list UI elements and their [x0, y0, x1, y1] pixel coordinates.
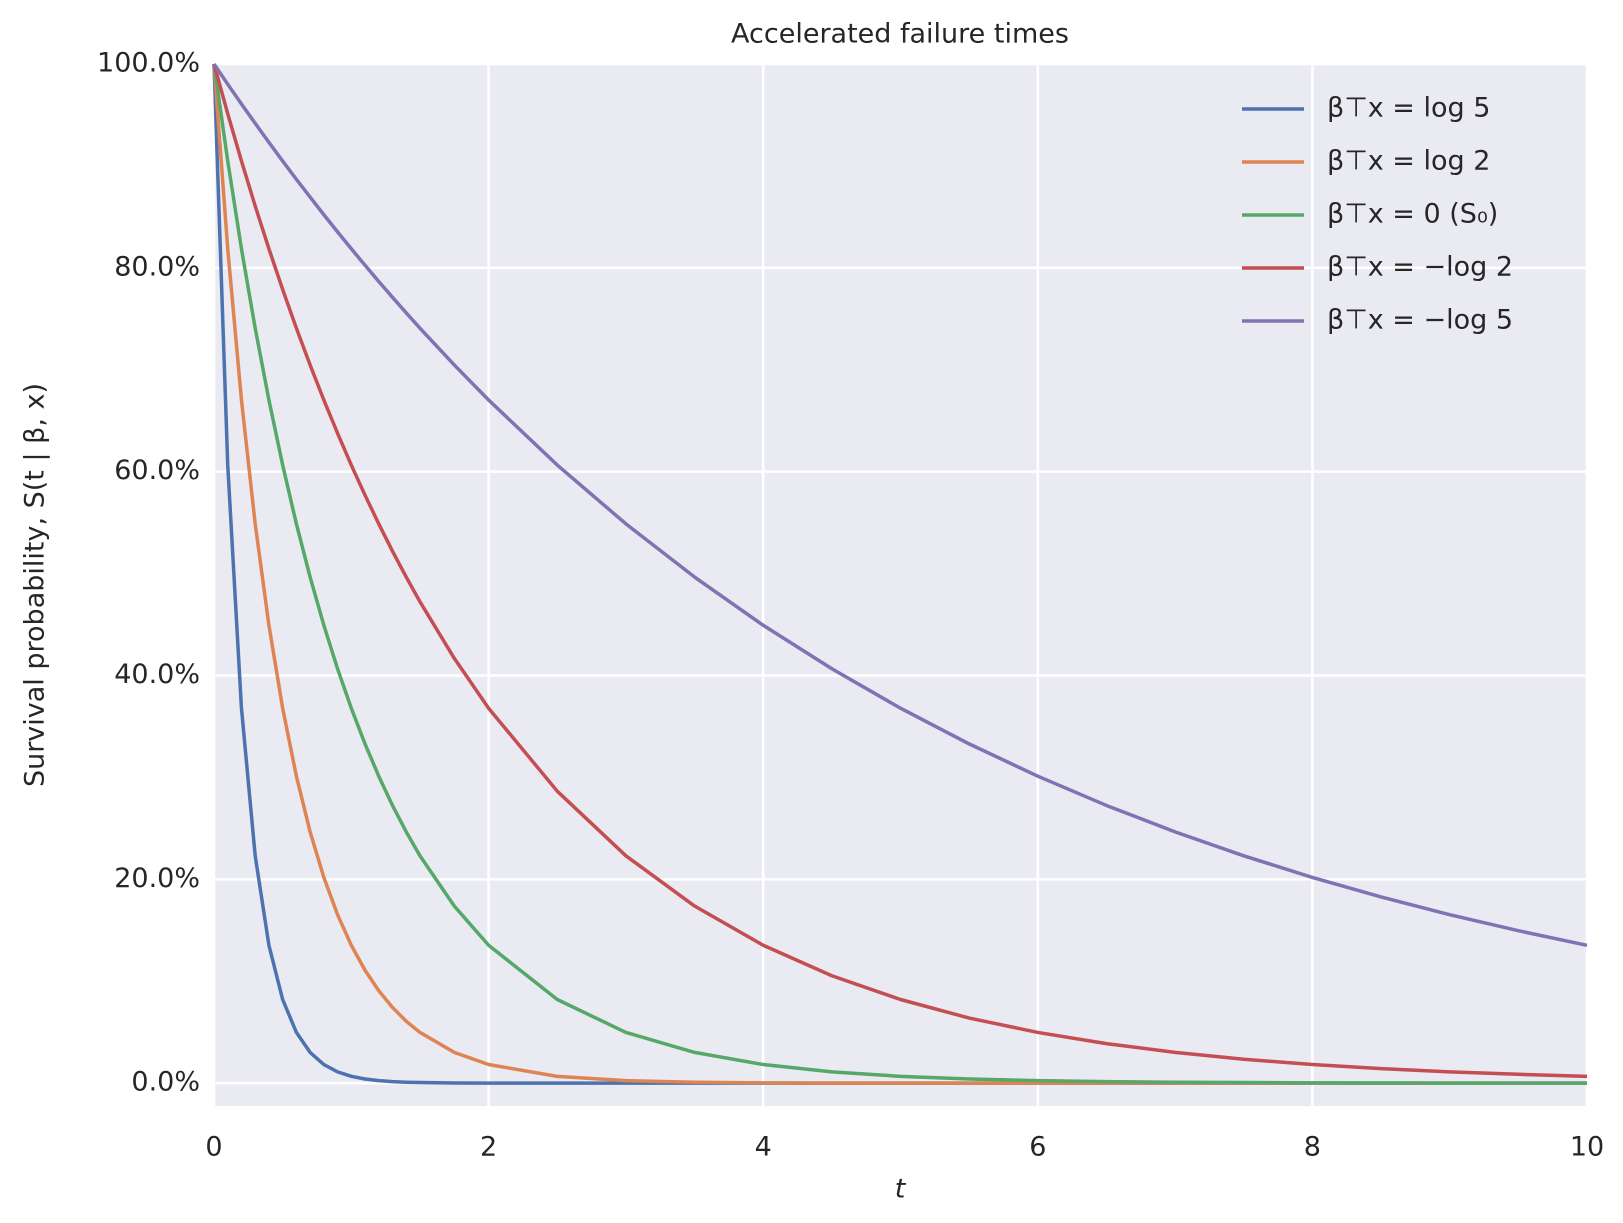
y-tick-label: 100.0% — [97, 48, 200, 79]
line-series — [212, 63, 1588, 947]
legend-label: β⊤x = −log 2 — [1327, 252, 1513, 283]
chart-title: Accelerated failure times — [731, 19, 1069, 50]
x-tick-label: 2 — [480, 1132, 497, 1163]
x-tick-label: 0 — [205, 1132, 222, 1163]
line-series — [212, 63, 1588, 1079]
x-tick-label: 6 — [1029, 1132, 1046, 1163]
x-tick-label: 8 — [1304, 1132, 1321, 1163]
legend-label: β⊤x = log 5 — [1327, 93, 1490, 124]
y-tick-label: 20.0% — [114, 863, 200, 894]
legend-label: β⊤x = −log 5 — [1327, 305, 1513, 336]
plot-area — [214, 64, 1587, 1106]
x-tick-label: 10 — [1570, 1132, 1604, 1163]
y-axis-label: Survival probability, S(t | β, x) — [20, 383, 51, 787]
y-tick-label: 40.0% — [114, 659, 200, 690]
y-tick-label: 0.0% — [131, 1067, 200, 1098]
x-axis-label: t — [895, 1174, 907, 1205]
legend-label: β⊤x = log 2 — [1327, 146, 1490, 177]
x-tick-label: 4 — [755, 1132, 772, 1163]
y-tick-label: 80.0% — [114, 251, 200, 282]
y-tick-label: 60.0% — [114, 455, 200, 486]
legend-label: β⊤x = 0 (S₀) — [1327, 199, 1498, 230]
line-series — [212, 63, 1588, 1085]
